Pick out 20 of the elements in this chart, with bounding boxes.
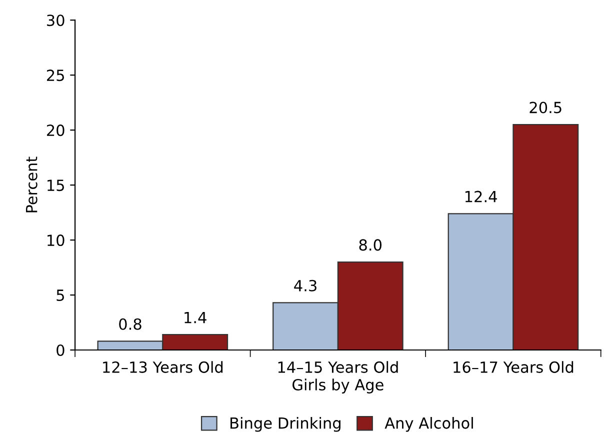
y-tick-label: 10 bbox=[48, 234, 64, 246]
y-tick-label: 0 bbox=[56, 344, 64, 356]
legend-label: Any Alcohol bbox=[384, 416, 473, 432]
x-tick-label: 16–17 Years Old bbox=[454, 361, 574, 373]
y-tick-label: 20 bbox=[46, 124, 64, 136]
x-tick-label: 14–15 Years Old bbox=[278, 361, 398, 373]
y-axis-title: Percent bbox=[26, 156, 38, 212]
y-tick-label: 5 bbox=[56, 290, 64, 302]
data-label: 4.3 bbox=[294, 280, 316, 292]
y-tick-label: 15 bbox=[48, 180, 64, 192]
data-label: 12.4 bbox=[465, 190, 497, 202]
y-tick-label: 30 bbox=[47, 14, 64, 26]
data-label: 8.0 bbox=[359, 239, 382, 251]
legend-label: Binge Drinking bbox=[230, 416, 340, 432]
data-label: 0.8 bbox=[119, 318, 142, 330]
data-label: 20.5 bbox=[530, 102, 562, 114]
x-tick-label: 12–13 Years Old bbox=[103, 361, 223, 373]
data-label: 1.4 bbox=[184, 312, 206, 324]
x-axis-title: Girls by Age bbox=[292, 378, 384, 394]
y-tick-label: 25 bbox=[46, 70, 64, 82]
